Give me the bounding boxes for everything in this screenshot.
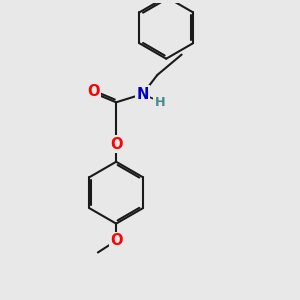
Text: N: N — [136, 87, 149, 102]
Text: H: H — [154, 96, 165, 109]
Text: O: O — [110, 136, 122, 152]
Text: O: O — [110, 233, 122, 248]
Text: O: O — [87, 85, 100, 100]
